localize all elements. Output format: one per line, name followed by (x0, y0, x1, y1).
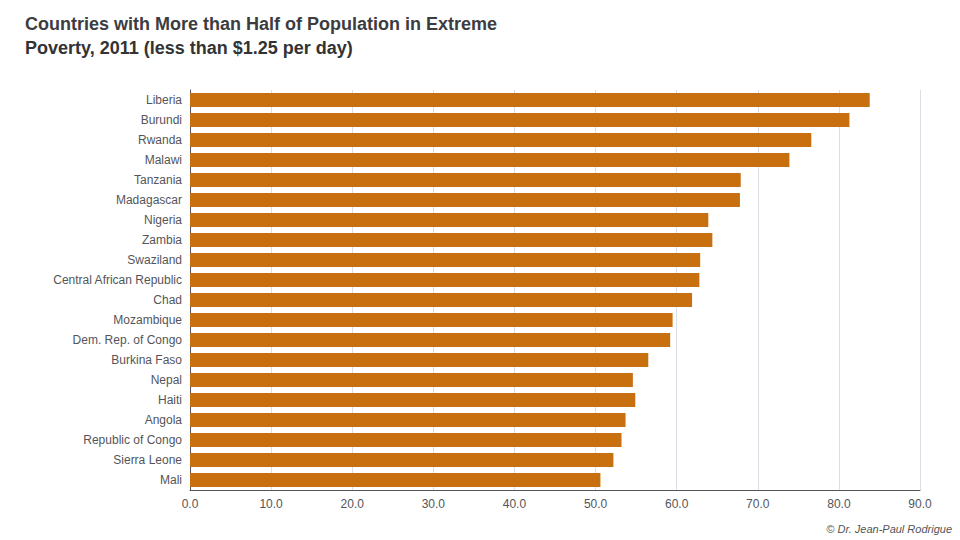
svg-text:Rwanda: Rwanda (138, 133, 182, 147)
svg-text:Liberia: Liberia (146, 93, 182, 107)
svg-text:Chad: Chad (153, 293, 182, 307)
svg-text:70.0: 70.0 (746, 497, 770, 511)
svg-text:60.0: 60.0 (665, 497, 689, 511)
svg-text:Burkina Faso: Burkina Faso (111, 353, 182, 367)
svg-text:10.0: 10.0 (259, 497, 283, 511)
svg-text:90.0: 90.0 (908, 497, 932, 511)
svg-text:Countries with More than Half: Countries with More than Half of Populat… (25, 14, 497, 34)
svg-text:Republic of Congo: Republic of Congo (83, 433, 182, 447)
svg-text:30.0: 30.0 (422, 497, 446, 511)
svg-text:Mozambique: Mozambique (113, 313, 182, 327)
svg-text:© Dr. Jean-Paul Rodrigue: © Dr. Jean-Paul Rodrigue (826, 523, 952, 535)
svg-text:Tanzania: Tanzania (134, 173, 182, 187)
svg-text:Poverty, 2011 (less than $1.25: Poverty, 2011 (less than $1.25 per day) (25, 38, 353, 58)
svg-text:Haiti: Haiti (158, 393, 182, 407)
svg-text:Swaziland: Swaziland (127, 253, 182, 267)
svg-text:Angola: Angola (145, 413, 183, 427)
svg-text:0.0: 0.0 (182, 497, 199, 511)
svg-text:Madagascar: Madagascar (116, 193, 182, 207)
svg-text:Sierra Leone: Sierra Leone (113, 453, 182, 467)
svg-text:20.0: 20.0 (341, 497, 365, 511)
svg-text:Dem. Rep. of Congo: Dem. Rep. of Congo (73, 333, 183, 347)
svg-text:Nepal: Nepal (151, 373, 182, 387)
svg-text:Malawi: Malawi (145, 153, 182, 167)
svg-text:80.0: 80.0 (827, 497, 851, 511)
svg-text:Nigeria: Nigeria (144, 213, 182, 227)
svg-text:Central African Republic: Central African Republic (53, 273, 182, 287)
svg-text:Burundi: Burundi (141, 113, 182, 127)
svg-text:50.0: 50.0 (584, 497, 608, 511)
svg-text:Mali: Mali (160, 473, 182, 487)
svg-text:Zambia: Zambia (142, 233, 182, 247)
svg-text:40.0: 40.0 (503, 497, 527, 511)
